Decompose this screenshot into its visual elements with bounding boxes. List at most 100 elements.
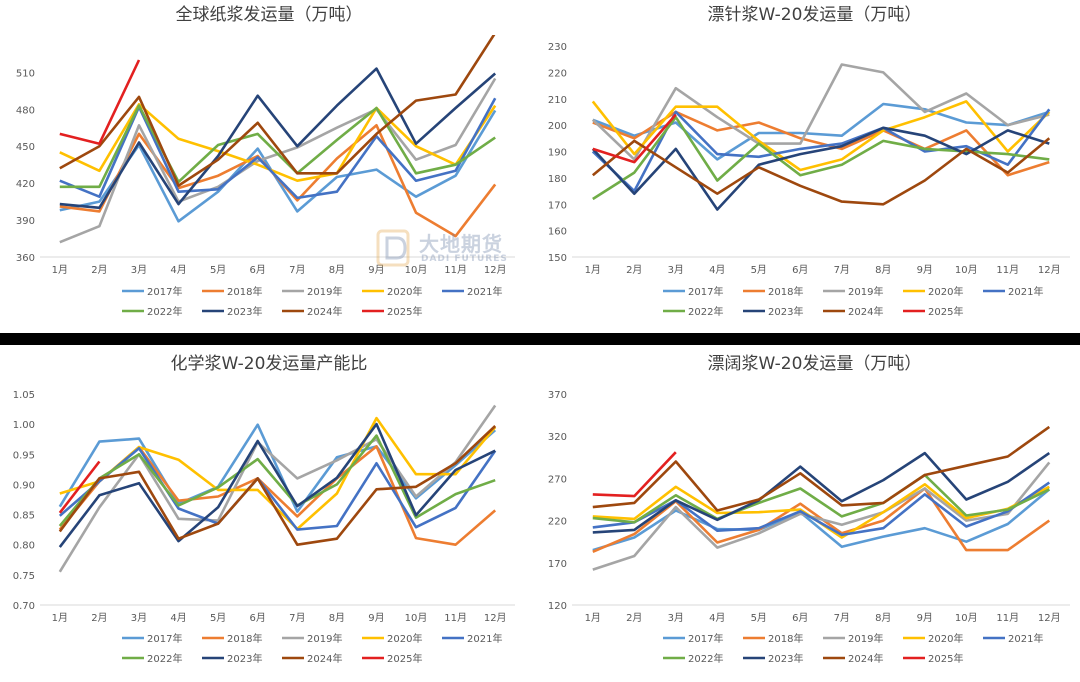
series-line-2024年 <box>59 35 496 187</box>
x-tick-label: 5月 <box>210 612 226 624</box>
legend-label: 2023年 <box>768 652 803 665</box>
legend-label: 2022年 <box>688 305 723 318</box>
chart-title: 漂针浆W-20发运量（万吨） <box>708 5 922 25</box>
y-tick-label: 450 <box>16 142 35 153</box>
legend-label: 2023年 <box>227 652 262 665</box>
legend-item: 2025年 <box>903 305 963 318</box>
legend-label: 2021年 <box>1008 285 1043 298</box>
x-tick-label: 1月 <box>585 264 601 276</box>
x-tick-label: 10月 <box>405 612 428 624</box>
x-tick-label: 4月 <box>709 612 725 624</box>
legend-item: 2023年 <box>202 305 262 318</box>
y-tick-label: 0.70 <box>13 601 35 612</box>
legend-item: 2019年 <box>823 632 883 645</box>
series-line-2019年 <box>592 461 1051 571</box>
series-line-2023年 <box>591 126 1050 211</box>
legend-label: 2025年 <box>387 305 422 318</box>
x-tick-label: 8月 <box>329 612 345 624</box>
y-tick-label: 480 <box>16 105 35 116</box>
series-path <box>58 425 497 546</box>
x-tick-label: 3月 <box>131 264 147 276</box>
series-path <box>591 63 1050 161</box>
chart-softwood-shipments: 漂针浆W-20发运量（万吨） 150 160 170 180 190 200 210 220 23… <box>548 5 1070 318</box>
x-tick-label: 5月 <box>751 612 767 624</box>
legend-item: 2022年 <box>663 652 723 665</box>
x-tick-label: 7月 <box>289 612 305 624</box>
watermark-logo: 大地期货 DADI FUTURES <box>375 228 525 272</box>
x-tick-label: 1月 <box>585 612 601 624</box>
x-tick-label: 12月 <box>484 612 507 624</box>
series-line-2020年 <box>591 100 1051 172</box>
y-tick-label: 510 <box>16 68 35 79</box>
x-tick-label: 6月 <box>792 264 808 276</box>
x-tick-label: 7月 <box>834 264 850 276</box>
legend-label: 2017年 <box>688 285 723 298</box>
section-divider <box>0 333 1080 345</box>
legend-item: 2018年 <box>202 632 262 645</box>
x-tick-label: 8月 <box>875 612 891 624</box>
x-tick-label: 9月 <box>917 612 933 624</box>
chart-title: 全球纸浆发运量（万吨） <box>176 5 363 25</box>
chart-panel-softwood: 漂针浆W-20发运量（万吨） 150 160 170 180 190 200 210 220 23… <box>539 0 1080 333</box>
series-path <box>591 126 1050 211</box>
legend-item: 2020年 <box>903 632 963 645</box>
legend-label: 2023年 <box>768 305 803 318</box>
y-tick-label: 120 <box>548 601 567 612</box>
y-tick-label: 370 <box>548 390 567 401</box>
legend-label: 2018年 <box>227 285 262 298</box>
y-tick-label: 160 <box>548 227 567 238</box>
legend-label: 2017年 <box>688 632 723 645</box>
legend-item: 2021年 <box>442 285 502 298</box>
legend-item: 2022年 <box>663 305 723 318</box>
series-line-2023年 <box>59 67 497 210</box>
y-tick-label: 200 <box>548 121 567 132</box>
x-tick-label: 4月 <box>170 612 186 624</box>
series-line-2023年 <box>592 451 1051 534</box>
x-tick-label: 3月 <box>668 612 684 624</box>
series-path <box>592 473 1050 524</box>
x-tick-label: 12月 <box>1038 264 1061 276</box>
legend-label: 2017年 <box>147 632 182 645</box>
x-tick-label: 10月 <box>955 264 978 276</box>
x-tick-label: 2月 <box>91 264 107 276</box>
series-path <box>58 447 497 531</box>
y-tick-label: 1.05 <box>13 390 35 401</box>
legend-label: 2020年 <box>387 632 422 645</box>
x-tick-label: 4月 <box>170 264 186 276</box>
series-line-2025年 <box>58 460 101 514</box>
series-line-2022年 <box>58 434 496 527</box>
legend-item: 2019年 <box>282 285 342 298</box>
x-tick-label: 9月 <box>368 612 384 624</box>
legend-label: 2018年 <box>768 285 803 298</box>
series-path <box>58 404 497 573</box>
y-tick-label: 180 <box>548 174 567 185</box>
legend-label: 2019年 <box>848 285 883 298</box>
y-tick-label: 210 <box>548 95 567 106</box>
y-tick-label: 320 <box>548 432 567 443</box>
legend-item: 2021年 <box>983 285 1043 298</box>
legend-item: 2019年 <box>823 285 883 298</box>
series-line-2019年 <box>59 77 497 244</box>
x-tick-label: 2月 <box>626 264 642 276</box>
y-tick-label: 390 <box>16 216 35 227</box>
x-tick-label: 2月 <box>626 612 642 624</box>
x-tick-label: 6月 <box>250 612 266 624</box>
legend-item: 2017年 <box>663 285 723 298</box>
series-path <box>59 104 496 189</box>
legend-label: 2018年 <box>227 632 262 645</box>
x-tick-label: 7月 <box>834 612 850 624</box>
series-line-2024年 <box>591 137 1051 206</box>
chart-title: 漂阔浆W-20发运量（万吨） <box>708 354 922 374</box>
x-tick-label: 8月 <box>329 264 345 276</box>
legend-item: 2019年 <box>282 632 342 645</box>
legend-item: 2017年 <box>122 285 182 298</box>
x-tick-label: 11月 <box>996 264 1019 276</box>
legend-label: 2024年 <box>307 305 342 318</box>
y-tick-label: 190 <box>548 148 567 159</box>
chart-chemical-pulp-capacity-ratio: 化学浆W-20发运量产能比 0.70 0.75 0.80 0.85 0.90 0.95 1.0… <box>13 354 515 665</box>
legend-label: 2020年 <box>387 285 422 298</box>
series-path <box>58 460 101 514</box>
series-line-2025年 <box>592 113 677 164</box>
series-path <box>59 77 497 244</box>
x-tick-label: 1月 <box>52 612 68 624</box>
